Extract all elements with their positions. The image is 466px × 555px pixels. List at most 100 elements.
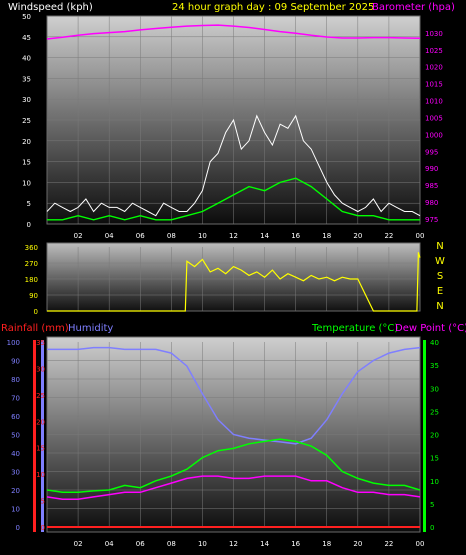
wind-y-tick-label: 30 (22, 96, 31, 104)
x-tick-label: 04 (105, 232, 114, 240)
humidity-y-tick-label: 90 (11, 358, 20, 366)
barometer-y-tick-label: 1025 (425, 47, 443, 55)
x-tick-label: 02 (74, 540, 83, 548)
x-tick-label: 20 (353, 232, 362, 240)
barometer-axis-title: Barometer (hpa) (372, 2, 455, 13)
x-tick-label: 02 (74, 232, 83, 240)
x-tick-label: 10 (198, 540, 207, 548)
x-tick-label: 18 (322, 232, 331, 240)
wind-average-line (47, 177, 420, 221)
wind-y-tick-label: 40 (22, 55, 31, 63)
wind-y-tick-label: 0 (27, 221, 31, 229)
compass-label: N (436, 241, 443, 252)
temperature-axis-title: Temperature (°C) (311, 323, 398, 334)
compass-label: E (437, 286, 443, 297)
chart-title: 24 hour graph day : 09 September 2025 (172, 2, 374, 13)
windspeed-axis-title: Windspeed (kph) (8, 2, 93, 13)
direction-y-tick-label: 360 (25, 244, 38, 252)
x-tick-label: 04 (105, 540, 114, 548)
wind-y-tick-label: 45 (22, 34, 31, 42)
x-tick-label: 06 (136, 232, 145, 240)
humidity-y-tick-label: 60 (11, 413, 20, 421)
barometer-y-tick-label: 1000 (425, 131, 443, 139)
humidity-y-tick-label: 10 (11, 506, 20, 514)
wind-gust-line (46, 114, 421, 217)
x-tick-label: 10 (198, 232, 207, 240)
temperature-y-tick-label: 25 (430, 408, 439, 416)
barometer-y-tick-label: 975 (425, 216, 438, 224)
temperature-axis-bar (423, 340, 426, 532)
temperature-line (46, 438, 421, 494)
humidity-axis-bar (41, 340, 44, 532)
x-tick-label: 08 (167, 232, 176, 240)
rainfall-axis-title: Rainfall (mm) (1, 323, 69, 334)
barometer-y-tick-label: 985 (425, 182, 438, 190)
x-tick-label: 16 (291, 232, 300, 240)
x-tick-label: 12 (229, 232, 238, 240)
humidity-y-tick-label: 0 (16, 524, 20, 532)
barometer-y-tick-label: 980 (425, 199, 438, 207)
dewpoint-axis-title: Dew Point (°C) (395, 323, 466, 334)
humidity-y-tick-label: 70 (11, 395, 20, 403)
barometer-y-tick-label: 1005 (425, 114, 443, 122)
wind-y-tick-label: 10 (22, 179, 31, 187)
wind-y-tick-label: 50 (22, 13, 31, 21)
x-tick-label: 00 (416, 232, 425, 240)
compass-label: N (436, 301, 443, 312)
humidity-line (47, 346, 421, 445)
humidity-y-tick-label: 30 (11, 469, 20, 477)
x-tick-label: 00 (416, 540, 425, 548)
x-tick-label: 22 (384, 540, 393, 548)
x-tick-label: 14 (260, 540, 269, 548)
compass-label: S (437, 271, 443, 282)
rain-y-tick-label: 0 (41, 524, 45, 532)
wind-direction-line (47, 252, 421, 312)
temperature-y-tick-label: 10 (430, 478, 439, 486)
wind-y-tick-label: 5 (27, 200, 31, 208)
x-tick-label: 16 (291, 540, 300, 548)
direction-y-tick-label: 180 (25, 276, 38, 284)
x-tick-label: 22 (384, 232, 393, 240)
rain-y-tick-label: 15 (36, 445, 45, 453)
humidity-y-tick-label: 40 (11, 450, 20, 458)
barometer-y-tick-label: 990 (425, 165, 438, 173)
x-tick-label: 08 (167, 540, 176, 548)
rain-y-tick-label: 5 (41, 498, 45, 506)
barometer-y-tick-label: 1020 (425, 64, 443, 72)
rain-axis-bar (33, 340, 36, 532)
x-tick-label: 18 (322, 540, 331, 548)
temperature-y-tick-label: 5 (430, 501, 434, 509)
humidity-axis-title: Humidity (68, 323, 113, 334)
wind-y-tick-label: 35 (22, 75, 31, 83)
dewpoint-line (46, 475, 421, 501)
barometer-y-tick-label: 1030 (425, 30, 443, 38)
humidity-y-tick-label: 20 (11, 487, 20, 495)
temperature-y-tick-label: 35 (430, 362, 439, 370)
temperature-y-tick-label: 40 (430, 339, 439, 347)
compass-label: W (435, 256, 445, 267)
direction-y-tick-label: 0 (34, 308, 38, 316)
barometer-y-tick-label: 1010 (425, 98, 443, 106)
barometer-y-tick-label: 995 (425, 148, 438, 156)
wind-y-tick-label: 25 (22, 117, 31, 125)
temperature-y-tick-label: 15 (430, 455, 439, 463)
temperature-y-tick-label: 30 (430, 385, 439, 393)
rain-y-tick-label: 30 (36, 365, 45, 373)
rain-y-tick-label: 25 (36, 392, 45, 400)
humidity-y-tick-label: 80 (11, 376, 20, 384)
wind-y-tick-label: 20 (22, 138, 31, 146)
rain-y-tick-label: 35 (36, 339, 45, 347)
x-tick-label: 06 (136, 540, 145, 548)
temperature-y-tick-label: 0 (430, 524, 434, 532)
humidity-y-tick-label: 50 (11, 432, 20, 440)
x-tick-label: 12 (229, 540, 238, 548)
x-tick-label: 20 (353, 540, 362, 548)
wind-y-tick-label: 15 (22, 159, 31, 167)
x-tick-label: 14 (260, 232, 269, 240)
barometer-y-tick-label: 1015 (425, 81, 443, 89)
rain-y-tick-label: 20 (36, 418, 45, 426)
direction-y-tick-label: 90 (29, 292, 38, 300)
temperature-y-tick-label: 20 (430, 432, 439, 440)
